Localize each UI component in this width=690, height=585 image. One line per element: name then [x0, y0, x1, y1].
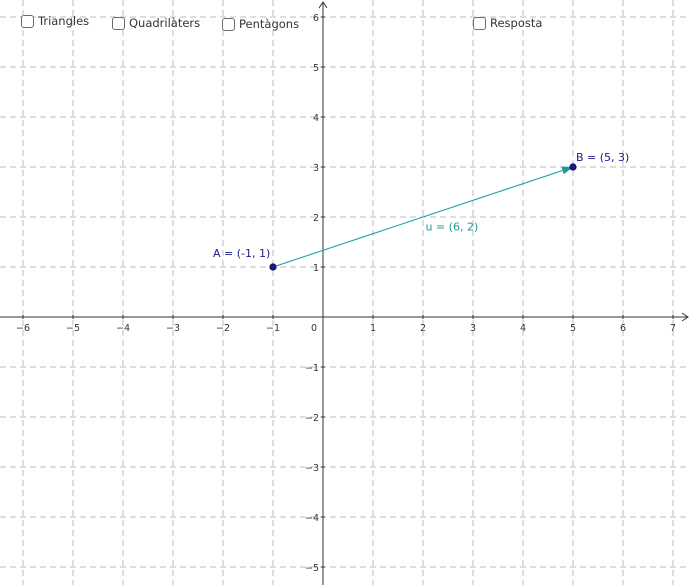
x-tick-label: −4: [116, 323, 130, 334]
x-tick-label: 3: [470, 323, 476, 334]
point-a-label[interactable]: A = (-1, 1): [213, 247, 270, 260]
y-axis-arrow-icon: [318, 1, 328, 9]
y-tick-label: 1: [313, 263, 319, 274]
point-a[interactable]: [269, 263, 277, 271]
point-b-label[interactable]: B = (5, 3): [576, 151, 629, 164]
checkbox-pentagons[interactable]: Pentàgons: [222, 15, 299, 33]
vector-u-label[interactable]: u = (6, 2): [426, 221, 479, 234]
checkbox-pentagons-label: Pentàgons: [239, 17, 300, 31]
y-tick-label: −1: [305, 363, 319, 374]
x-tick-label: 2: [420, 323, 426, 334]
y-tick-label: −5: [305, 563, 319, 574]
x-tick-label: 6: [620, 323, 626, 334]
checkbox-icon[interactable]: [473, 16, 486, 30]
checkbox-triangles-label: Triangles: [38, 14, 90, 28]
x-tick-label: −1: [266, 323, 280, 334]
y-tick-label: 5: [313, 63, 319, 74]
x-tick-label: −5: [66, 323, 80, 334]
x-axis-arrow-icon: [681, 312, 689, 322]
x-tick-label: −3: [166, 323, 180, 334]
y-tick-label: −4: [305, 513, 319, 524]
x-tick-label: −6: [16, 323, 30, 334]
y-tick-label: 4: [313, 113, 319, 124]
point-b[interactable]: [569, 163, 577, 171]
vector-u[interactable]: [272, 170, 563, 268]
y-tick-label: 3: [313, 163, 319, 174]
x-axis-ticks: −6 −5 −4 −3 −2 −1 0 1 2 3 4 5 6 7: [16, 315, 676, 334]
checkbox-triangles[interactable]: Triangles: [21, 12, 89, 30]
y-tick-label: 6: [313, 13, 319, 24]
x-tick-label: −2: [216, 323, 230, 334]
x-tick-label: 4: [520, 323, 526, 334]
checkbox-resposta-label: Resposta: [490, 16, 543, 30]
y-tick-label: −2: [305, 413, 319, 424]
checkbox-icon[interactable]: [112, 16, 125, 30]
y-tick-label: 2: [313, 213, 319, 224]
checkbox-icon[interactable]: [21, 14, 34, 28]
x-tick-label: 1: [370, 323, 376, 334]
y-tick-label: −3: [305, 463, 319, 474]
y-axis-ticks: −5 −4 −3 −2 −1 1 2 3 4 5 6: [305, 13, 325, 574]
x-tick-label: 5: [570, 323, 576, 334]
x-tick-label: 0: [311, 323, 317, 334]
checkbox-icon[interactable]: [222, 17, 235, 31]
checkbox-quadrilaters[interactable]: Quadrilàters: [112, 14, 200, 32]
checkbox-quadrilaters-label: Quadrilàters: [129, 16, 201, 30]
checkbox-resposta[interactable]: Resposta: [473, 14, 542, 32]
x-tick-label: 7: [670, 323, 676, 334]
